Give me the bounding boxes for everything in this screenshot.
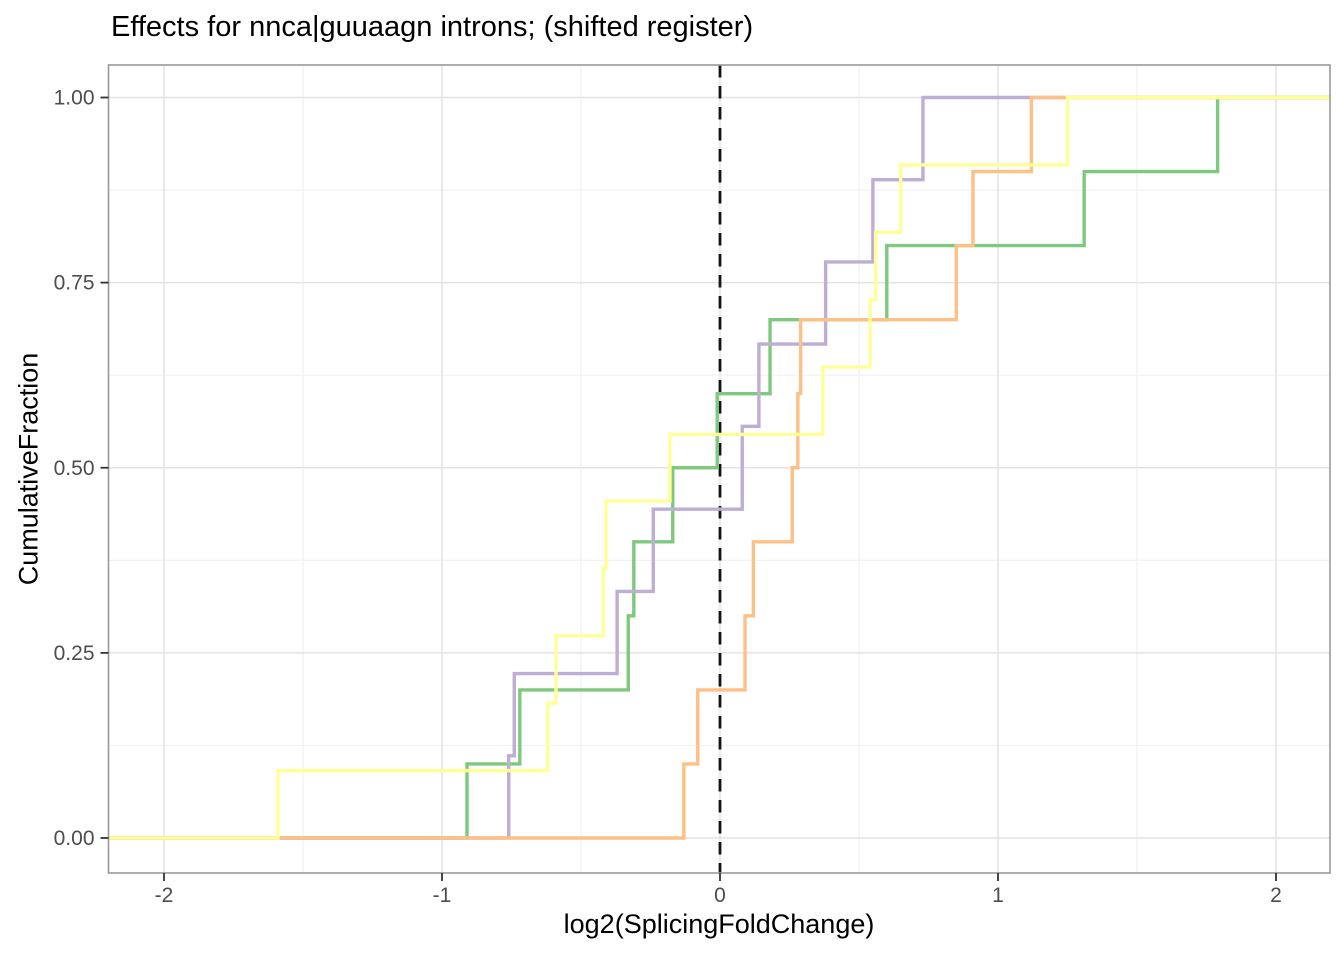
y-tick-label: 1.00	[54, 87, 95, 110]
plot-title: Effects for nnca|guuaagn introns; (shift…	[111, 11, 754, 43]
series-green-line	[108, 95, 1330, 840]
x-tick-label: -2	[155, 884, 174, 907]
series-yellow-line	[108, 95, 1330, 840]
x-axis-title: log2(SplicingFoldChange)	[563, 909, 875, 939]
y-tick-label: 0.00	[54, 827, 95, 850]
axis-tick-marks	[100, 96, 1277, 881]
axis-tick-labels: -2 -1 0 1 2 0.00 0.25 0.50 0.75 1.00	[54, 87, 1282, 908]
ecdf-step-series	[108, 95, 1330, 840]
x-tick-label: -1	[433, 884, 452, 907]
y-tick-label: 0.50	[54, 457, 95, 480]
y-tick-label: 0.25	[54, 642, 95, 665]
x-tick-label: 0	[714, 884, 726, 907]
series-purple-line	[108, 95, 1330, 840]
series-orange-line	[108, 95, 1330, 840]
x-tick-label: 2	[1270, 884, 1282, 907]
y-axis-title: CumulativeFraction	[13, 352, 44, 586]
y-tick-label: 0.75	[54, 272, 95, 295]
x-tick-label: 1	[992, 884, 1004, 907]
